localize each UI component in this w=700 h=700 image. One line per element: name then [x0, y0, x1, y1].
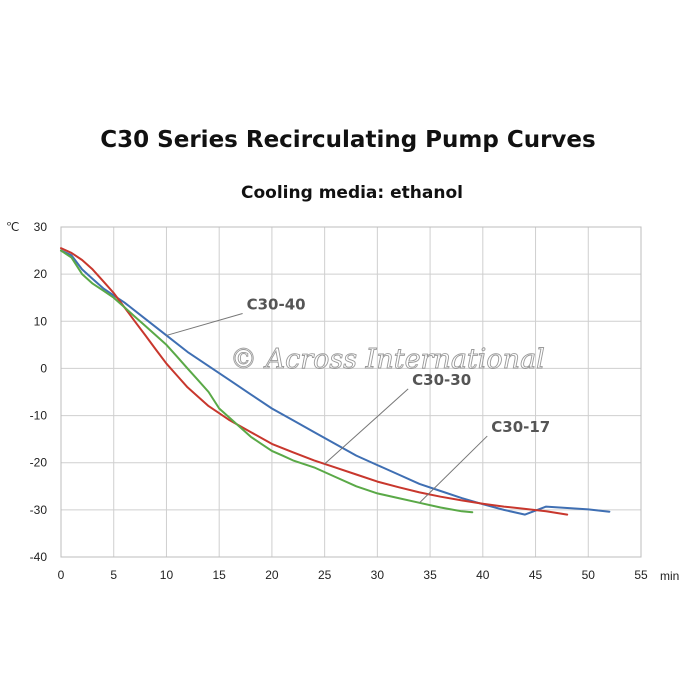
y-axis-unit: ℃: [6, 220, 19, 234]
y-tick-label: -40: [30, 550, 48, 564]
chart-subtitle: Cooling media: ethanol: [241, 183, 463, 203]
axis-ticks: 0 5 10 15 20 25 30 35 40 45 50 55 30 20 10 0 -10 -20 -30 -4…: [30, 220, 648, 582]
series-line-c30-17: [60, 249, 474, 514]
series-line-c30-30: [60, 247, 569, 516]
series-lines: [60, 247, 611, 516]
x-tick-label: 15: [213, 568, 227, 582]
chart-title: C30 Series Recirculating Pump Curves: [100, 127, 595, 153]
plot-frame: [60, 226, 642, 558]
series-line-c30-40: [60, 249, 611, 516]
x-tick-label: 35: [423, 568, 437, 582]
x-tick-label: 0: [58, 568, 65, 582]
series-callouts: C30-40 C30-30 C30-17: [166, 296, 550, 504]
callout-label-c30-40: C30-40: [247, 296, 306, 314]
callout-leader-c30-17: [419, 435, 488, 504]
x-tick-label: 5: [110, 568, 117, 582]
x-tick-label: 20: [265, 568, 279, 582]
x-tick-label: 25: [318, 568, 332, 582]
y-tick-label: 30: [34, 220, 48, 234]
callout-leader-c30-40: [166, 313, 243, 336]
callout-label-c30-30: C30-30: [412, 371, 471, 389]
y-tick-label: -30: [30, 503, 48, 517]
callout-label-c30-17: C30-17: [491, 418, 550, 436]
x-tick-label: 50: [582, 568, 596, 582]
y-tick-label: 20: [34, 267, 48, 281]
x-tick-label: 10: [160, 568, 174, 582]
x-tick-label: 55: [634, 568, 648, 582]
y-tick-label: 0: [40, 361, 47, 375]
y-tick-label: -20: [30, 456, 48, 470]
x-tick-label: 45: [529, 568, 543, 582]
watermark-logo: © Across International: [230, 344, 545, 375]
callout-leader-c30-30: [324, 388, 409, 465]
x-axis-unit: min: [660, 569, 679, 583]
x-tick-label: 30: [371, 568, 385, 582]
x-tick-label: 40: [476, 568, 490, 582]
y-tick-label: 10: [34, 314, 48, 328]
y-tick-label: -10: [30, 409, 48, 423]
